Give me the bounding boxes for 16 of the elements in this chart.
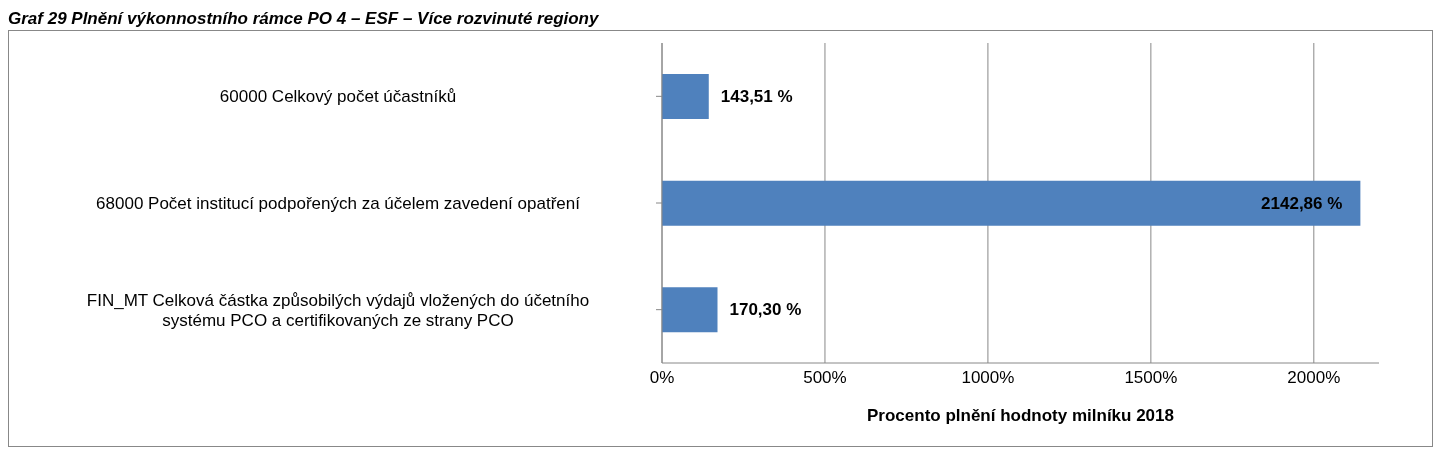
y-tick-label: 68000 Počet institucí podpořených za účelem zavedení opatření bbox=[96, 193, 581, 213]
text: Graf 29 Plnění výkonnostního rámce PO 4 – ESF – Více rozvinuté regiony bbox=[8, 8, 600, 30]
data-label: 170,30 % bbox=[729, 300, 802, 320]
data-label: 2142,86 % bbox=[1261, 193, 1343, 213]
y-tick-label: 60000 Celkový počet účastníků bbox=[219, 86, 457, 106]
x-tick-label: 2000% bbox=[1287, 368, 1341, 388]
bar bbox=[662, 287, 718, 333]
x-tick-label: 0% bbox=[649, 368, 675, 388]
bar bbox=[662, 180, 1361, 226]
x-tick-label: 1000% bbox=[961, 368, 1015, 388]
x-axis-title: Procento plnění hodnoty milníku 2018 bbox=[867, 406, 1174, 425]
bar bbox=[662, 74, 709, 119]
data-label: 143,51 % bbox=[720, 87, 793, 106]
x-tick-label: 500% bbox=[803, 368, 847, 388]
x-tick-label: 1500% bbox=[1124, 368, 1178, 388]
y-tick-label: FIN_MT Celková částka způsobilých výdajů vložených do účetního systému PCO a certifikovaných ze strany PCO bbox=[86, 290, 590, 330]
